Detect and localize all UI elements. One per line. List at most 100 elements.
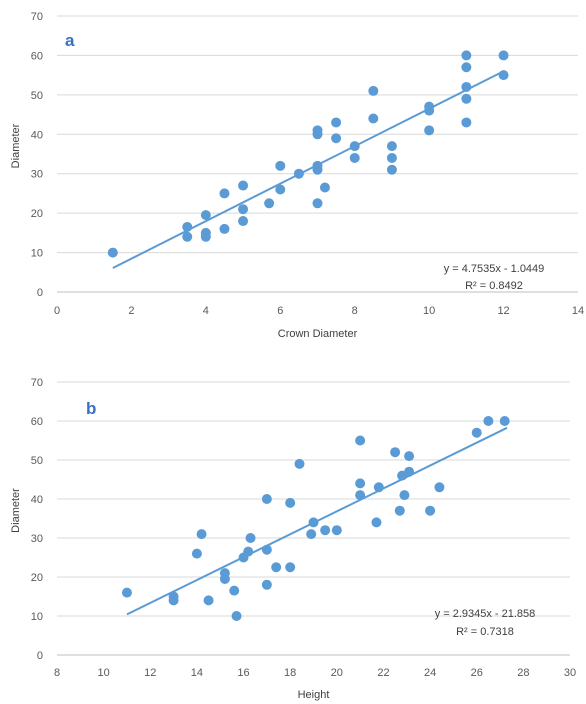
y-tick-label: 0 — [37, 287, 43, 299]
y-tick-label: 20 — [31, 208, 43, 220]
data-point — [231, 611, 242, 621]
x-tick-label: 20 — [331, 667, 343, 679]
trendline-equation: y = 2.9345x - 21.858 — [435, 608, 536, 620]
data-point — [498, 70, 509, 81]
data-point — [275, 184, 286, 195]
data-point — [200, 227, 211, 238]
data-point — [349, 141, 360, 152]
data-point — [471, 427, 482, 438]
x-tick-label: 30 — [564, 667, 576, 679]
x-tick-label: 12 — [497, 305, 509, 317]
data-point — [424, 101, 435, 112]
data-point — [285, 497, 296, 508]
y-tick-label: 70 — [31, 11, 43, 23]
y-axis-title: Diameter — [10, 488, 22, 533]
data-point — [461, 62, 472, 73]
x-tick-label: 14 — [191, 667, 203, 679]
data-point — [498, 50, 509, 61]
data-point — [349, 152, 360, 163]
x-tick-label: 14 — [572, 305, 584, 317]
y-tick-label: 50 — [31, 90, 43, 102]
data-point — [373, 482, 384, 493]
y-tick-label: 40 — [31, 494, 43, 506]
data-point — [245, 533, 256, 543]
data-point — [271, 562, 282, 573]
data-point — [319, 182, 330, 193]
data-point — [275, 160, 286, 171]
data-point — [229, 585, 240, 596]
data-point — [264, 198, 275, 209]
r-squared-label: R² = 0.7318 — [456, 626, 514, 638]
data-point — [320, 525, 331, 536]
data-point — [107, 247, 118, 258]
data-point — [219, 188, 230, 199]
data-point — [461, 93, 472, 104]
data-point — [238, 204, 249, 215]
data-point — [461, 117, 472, 128]
y-tick-label: 0 — [37, 650, 43, 662]
data-point — [203, 595, 214, 606]
data-point — [390, 447, 401, 458]
x-tick-label: 16 — [237, 667, 249, 679]
data-point — [371, 517, 382, 528]
y-tick-label: 10 — [31, 248, 43, 260]
x-tick-label: 12 — [144, 667, 156, 679]
data-point — [312, 198, 323, 209]
data-point — [182, 221, 193, 232]
x-tick-label: 2 — [128, 305, 134, 317]
data-point — [261, 544, 272, 555]
data-point — [219, 568, 230, 579]
y-tick-label: 70 — [31, 377, 43, 389]
y-tick-label: 50 — [31, 455, 43, 467]
data-point — [238, 180, 249, 191]
x-tick-label: 0 — [54, 305, 60, 317]
x-tick-label: 4 — [203, 305, 209, 317]
data-point — [121, 587, 132, 598]
data-point — [355, 478, 366, 489]
data-point — [331, 133, 342, 144]
data-point — [261, 579, 272, 590]
data-point — [168, 591, 179, 602]
y-tick-label: 60 — [31, 50, 43, 62]
trendline — [112, 70, 505, 269]
data-point — [308, 517, 319, 528]
data-point — [312, 125, 323, 136]
y-tick-label: 10 — [31, 611, 43, 623]
data-point — [425, 505, 436, 516]
data-point — [368, 85, 379, 96]
data-point — [312, 160, 323, 171]
x-axis-title: Crown Diameter — [278, 328, 358, 340]
data-point — [461, 81, 472, 92]
data-point — [331, 117, 342, 128]
panel-label: a — [65, 31, 75, 50]
data-point — [368, 113, 379, 124]
x-tick-label: 8 — [352, 305, 358, 317]
y-tick-label: 30 — [31, 533, 43, 545]
data-point — [191, 548, 202, 559]
data-point — [196, 529, 207, 540]
data-point — [355, 490, 366, 501]
x-tick-label: 8 — [54, 667, 60, 679]
data-point — [219, 223, 230, 234]
data-point — [499, 416, 510, 426]
x-tick-label: 10 — [423, 305, 435, 317]
data-point — [243, 546, 254, 557]
panel-label: b — [86, 399, 96, 418]
data-point — [404, 466, 415, 477]
data-point — [394, 505, 405, 516]
x-tick-label: 10 — [98, 667, 110, 679]
data-point — [293, 168, 304, 179]
data-point — [404, 451, 415, 462]
data-point — [461, 50, 472, 61]
x-tick-label: 24 — [424, 667, 436, 679]
x-tick-label: 26 — [471, 667, 483, 679]
x-tick-label: 22 — [377, 667, 389, 679]
data-point — [424, 125, 435, 136]
y-tick-label: 40 — [31, 129, 43, 141]
x-tick-label: 28 — [517, 667, 529, 679]
data-point — [306, 529, 317, 540]
y-tick-label: 30 — [31, 169, 43, 181]
y-tick-label: 60 — [31, 416, 43, 428]
